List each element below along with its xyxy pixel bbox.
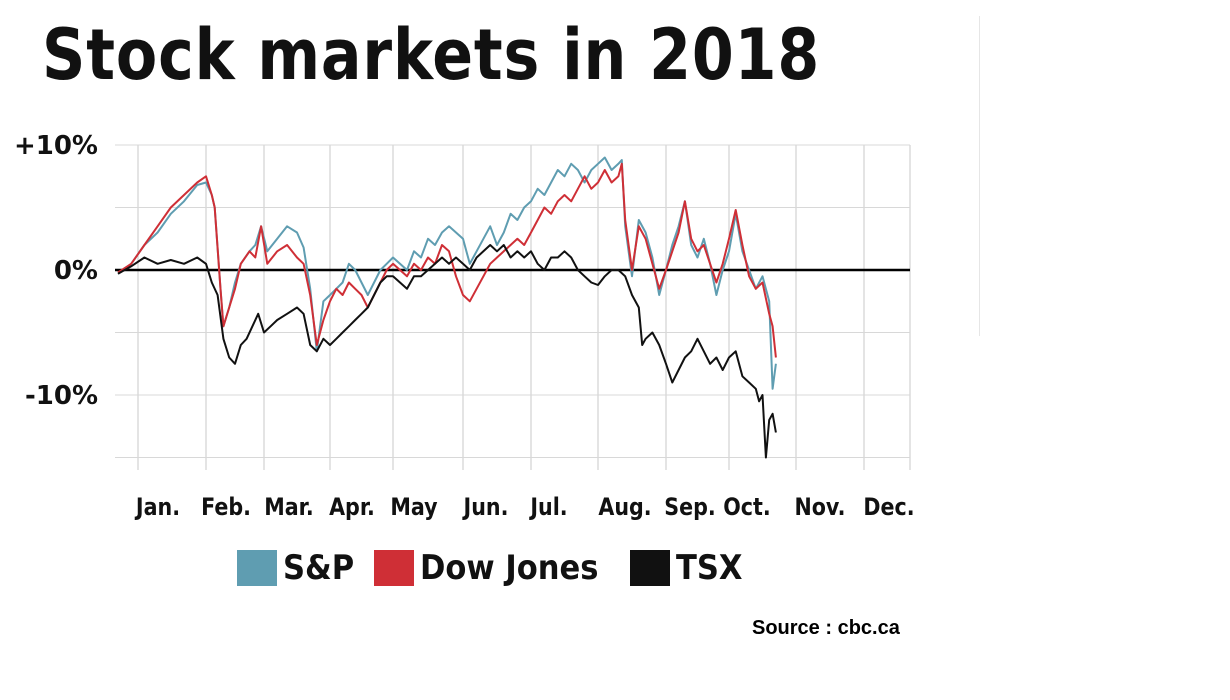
chart-title: Stock markets in 2018 [42,14,821,96]
series-line-dow-jones [117,162,777,358]
series-line-sp [117,156,777,390]
legend-item-sp: S&P [237,548,362,588]
divider-line [979,16,980,336]
x-tick-label: Dec. [863,494,914,522]
series-line-tsx [117,244,777,459]
x-tick-label: Jun. [462,494,509,522]
x-tick-label: Nov. [794,494,845,522]
chart-series [117,156,777,459]
y-tick-label: +10% [14,131,98,161]
x-tick-label: Sep. [664,494,715,522]
y-axis-tick-labels: +10% 0% -10% [14,131,98,411]
x-axis-tick-labels: Jan. Feb. Mar. Apr. May Jun. Jul. Aug. Sep. Oct. N… [134,494,915,522]
chart-grid [115,144,911,470]
y-tick-label: -10% [25,381,98,411]
legend-swatch-dow-jones [374,550,415,586]
x-tick-label: Apr. [329,494,375,522]
legend-swatch-tsx [630,550,671,586]
legend-label-dow-jones: Dow Jones [420,548,599,588]
legend-item-tsx: TSX [630,548,750,588]
x-tick-label: Oct. [723,494,770,522]
legend-item-dow-jones: Dow Jones [374,548,618,588]
x-tick-label: Mar. [264,494,314,522]
x-tick-label: Feb. [201,494,251,522]
x-tick-label: Jul. [529,494,568,522]
x-tick-label: Aug. [598,494,651,522]
x-tick-label: May [390,494,438,522]
source-note: Source : cbc.ca [752,617,900,639]
legend-label-sp: S&P [283,548,355,588]
y-tick-label: 0% [54,256,98,286]
legend-swatch-sp [237,550,277,586]
chart-legend: S&P Dow Jones TSX [237,548,762,588]
legend-label-tsx: TSX [676,548,743,588]
line-chart: +10% 0% -10% Jan. Feb. Mar. Apr. May Jun. Jul. Au… [14,131,915,522]
x-tick-label: Jan. [134,494,180,522]
